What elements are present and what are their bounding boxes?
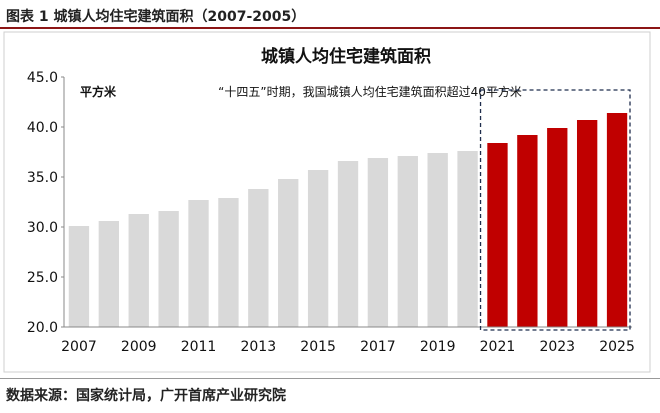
bar-2011: [188, 200, 209, 327]
source-note: 数据来源：国家统计局，广开首席产业研究院: [6, 388, 286, 404]
source-divider: [0, 378, 660, 379]
figure-caption: 图表 1 城镇人均住宅建筑面积（2007-2005）: [6, 9, 306, 25]
x-tick-label-2011: 2011: [181, 339, 217, 355]
bar-2009: [128, 214, 149, 327]
bar-chart: 城镇人均住宅建筑面积 平方米 “十四五”时期，我国城镇人均住宅建筑面积超过40平…: [3, 31, 651, 373]
chart-title: 城镇人均住宅建筑面积: [261, 46, 431, 67]
x-tick-label-2025: 2025: [599, 339, 635, 355]
unit-label: 平方米: [80, 84, 117, 99]
bar-2022: [517, 135, 538, 327]
x-tick-label-2009: 2009: [121, 339, 157, 355]
bar-2023: [547, 128, 568, 327]
x-tick-label-2007: 2007: [61, 339, 97, 355]
bar-2018: [397, 156, 418, 327]
bar-2017: [367, 158, 389, 327]
x-tick-label-2017: 2017: [360, 339, 396, 355]
bar-2019: [427, 153, 448, 327]
highlight-dashed-box: [479, 89, 631, 331]
caption-divider: [0, 27, 660, 29]
chart-annotation: “十四五”时期，我国城镇人均住宅建筑面积超过40平方米: [218, 84, 522, 99]
bar-2014: [278, 179, 299, 327]
bar-2010: [158, 211, 179, 327]
x-tick-label-2023: 2023: [539, 339, 575, 355]
x-axis-ticks: 2007 2009 2011 2013 2015 2017 2019 2021 2023 2025: [61, 339, 635, 355]
bar-2016: [337, 161, 359, 327]
bar-2007: [68, 226, 90, 327]
bar-2015: [307, 170, 329, 327]
bar-2013: [248, 189, 269, 327]
bar-2008: [98, 221, 120, 327]
bar-2024: [576, 120, 598, 327]
bar-2021: [487, 143, 508, 327]
bar-2020: [457, 151, 478, 327]
y-tick-label: 35.0: [27, 170, 58, 186]
bar-series: [68, 113, 628, 327]
x-tick-label-2019: 2019: [420, 339, 456, 355]
y-tick-label: 45.0: [27, 70, 58, 86]
x-tick-label-2021: 2021: [480, 339, 516, 355]
y-tick-label: 40.0: [27, 120, 58, 136]
y-tick-label: 20.0: [27, 320, 58, 336]
y-tick-label: 30.0: [27, 220, 58, 236]
bar-2012: [218, 198, 239, 327]
bar-2025: [606, 113, 628, 327]
x-tick-label-2013: 2013: [240, 339, 276, 355]
y-axis-ticks: 20.0 25.0 30.0 35.0 40.0 45.0: [27, 70, 64, 336]
x-tick-label-2015: 2015: [300, 339, 336, 355]
y-tick-label: 25.0: [27, 270, 58, 286]
